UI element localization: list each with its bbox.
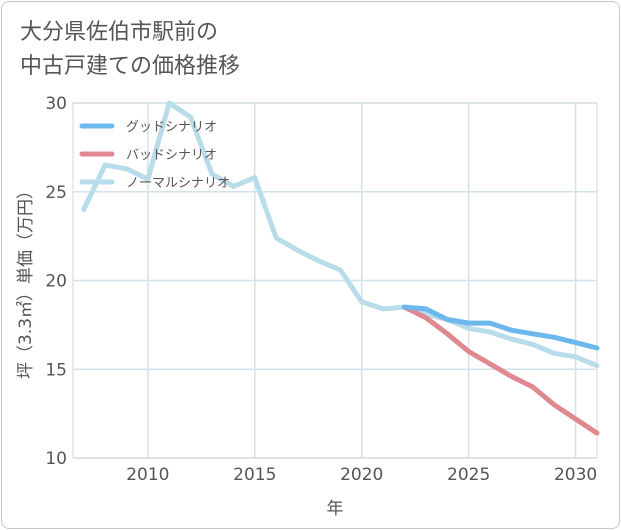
x-tick-label: 2020 bbox=[340, 465, 383, 485]
series-line-2 bbox=[402, 304, 600, 436]
series-line-1 bbox=[402, 304, 600, 351]
legend-label: バッドシナリオ bbox=[126, 148, 217, 163]
title-line-2: 中古戸建ての価格推移 bbox=[20, 54, 241, 79]
x-tick-label: 2010 bbox=[126, 465, 169, 485]
x-tick-label: 2030 bbox=[554, 465, 597, 485]
y-tick-label: 30 bbox=[45, 94, 67, 114]
series-group bbox=[81, 100, 600, 436]
plot-border bbox=[72, 102, 598, 459]
legend-label: グッドシナリオ bbox=[126, 120, 217, 135]
x-tick-label: 2025 bbox=[447, 465, 490, 485]
chart-title: 大分県佐伯市駅前の 中古戸建ての価格推移 bbox=[20, 16, 240, 84]
legend-label: ノーマルシナリオ bbox=[126, 176, 230, 191]
title-line-1: 大分県佐伯市駅前の bbox=[20, 20, 219, 45]
series-line-3 bbox=[81, 100, 600, 369]
y-tick-label: 25 bbox=[45, 183, 67, 203]
y-axis-label: 坪（3.3㎡）単価（万円） bbox=[16, 182, 36, 379]
y-tick-label: 10 bbox=[45, 449, 67, 469]
x-tick-label: 2015 bbox=[233, 465, 276, 485]
x-axis-label: 年 bbox=[327, 499, 344, 519]
y-tick-label: 15 bbox=[45, 360, 67, 380]
y-tick-label: 20 bbox=[45, 272, 67, 292]
